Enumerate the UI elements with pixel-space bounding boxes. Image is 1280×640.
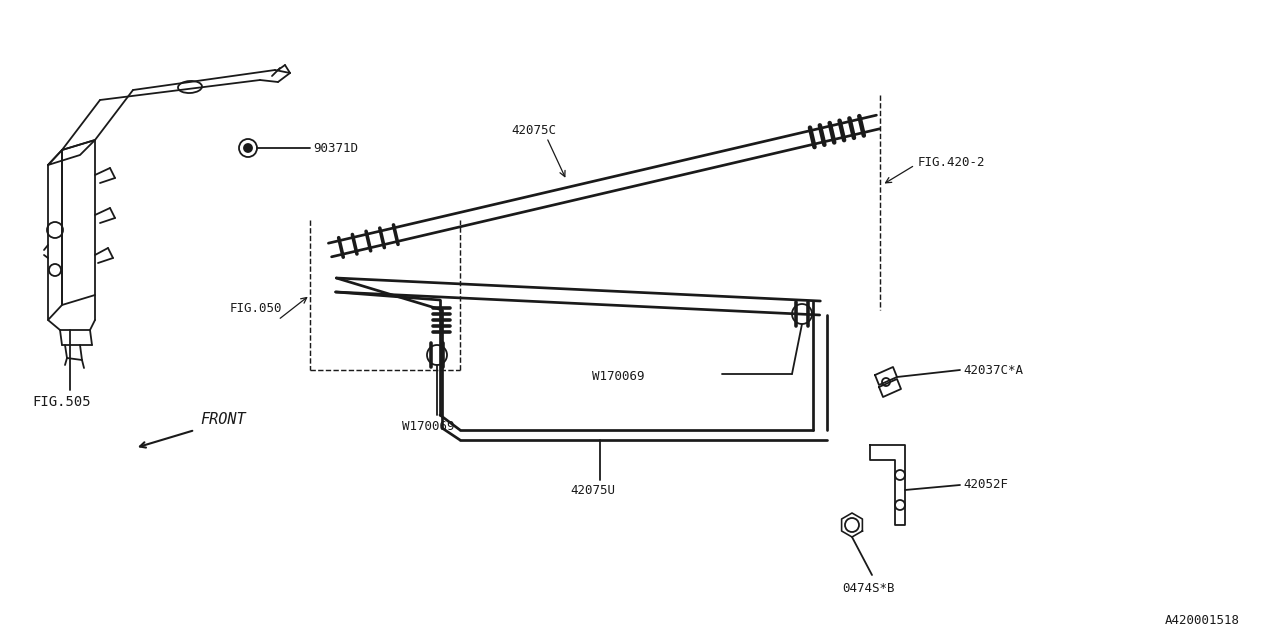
Text: 42075U: 42075U <box>570 483 614 497</box>
Text: FIG.505: FIG.505 <box>32 395 91 409</box>
Text: 42052F: 42052F <box>963 479 1009 492</box>
Text: A420001518: A420001518 <box>1165 614 1240 627</box>
Text: W170069: W170069 <box>402 420 454 433</box>
Text: 42075C: 42075C <box>512 124 557 137</box>
Text: FIG.420-2: FIG.420-2 <box>918 156 986 168</box>
Text: FRONT: FRONT <box>200 413 246 428</box>
Text: 42037C*A: 42037C*A <box>963 364 1023 376</box>
Text: 90371D: 90371D <box>314 141 358 154</box>
Circle shape <box>244 144 252 152</box>
Text: 0474S*B: 0474S*B <box>842 582 895 595</box>
Text: W170069: W170069 <box>591 369 645 383</box>
Text: FIG.050: FIG.050 <box>230 301 283 314</box>
